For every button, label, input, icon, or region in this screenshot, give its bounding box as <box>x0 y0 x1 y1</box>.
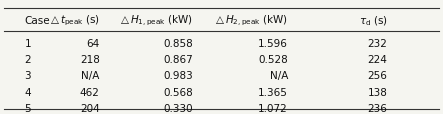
Text: 236: 236 <box>368 103 388 113</box>
Text: N/A: N/A <box>270 71 288 81</box>
Text: 204: 204 <box>80 103 100 113</box>
Text: 232: 232 <box>368 39 388 49</box>
Text: $\triangle t_{\mathrm{peak}}$ (s): $\triangle t_{\mathrm{peak}}$ (s) <box>48 13 100 28</box>
Text: Case: Case <box>24 16 50 25</box>
Text: 0.858: 0.858 <box>163 39 193 49</box>
Text: 0.568: 0.568 <box>163 87 193 97</box>
Text: 462: 462 <box>80 87 100 97</box>
Text: $\triangle H_{\mathrm{2,peak}}$ (kW): $\triangle H_{\mathrm{2,peak}}$ (kW) <box>213 13 288 28</box>
Text: 1.072: 1.072 <box>258 103 288 113</box>
Text: 0.867: 0.867 <box>163 55 193 65</box>
Text: 256: 256 <box>368 71 388 81</box>
Text: 0.330: 0.330 <box>163 103 193 113</box>
Text: 2: 2 <box>24 55 31 65</box>
Text: 5: 5 <box>24 103 31 113</box>
Text: 138: 138 <box>368 87 388 97</box>
Text: N/A: N/A <box>82 71 100 81</box>
Text: $\triangle H_{\mathrm{1,peak}}$ (kW): $\triangle H_{\mathrm{1,peak}}$ (kW) <box>118 13 193 28</box>
Text: 224: 224 <box>368 55 388 65</box>
Text: 218: 218 <box>80 55 100 65</box>
Text: 0.983: 0.983 <box>163 71 193 81</box>
Text: 1: 1 <box>24 39 31 49</box>
Text: 3: 3 <box>24 71 31 81</box>
Text: 4: 4 <box>24 87 31 97</box>
Text: 1.596: 1.596 <box>258 39 288 49</box>
Text: $\tau_{\mathrm{d}}$ (s): $\tau_{\mathrm{d}}$ (s) <box>358 14 388 27</box>
Text: 1.365: 1.365 <box>258 87 288 97</box>
Text: 0.528: 0.528 <box>258 55 288 65</box>
Text: 64: 64 <box>86 39 100 49</box>
